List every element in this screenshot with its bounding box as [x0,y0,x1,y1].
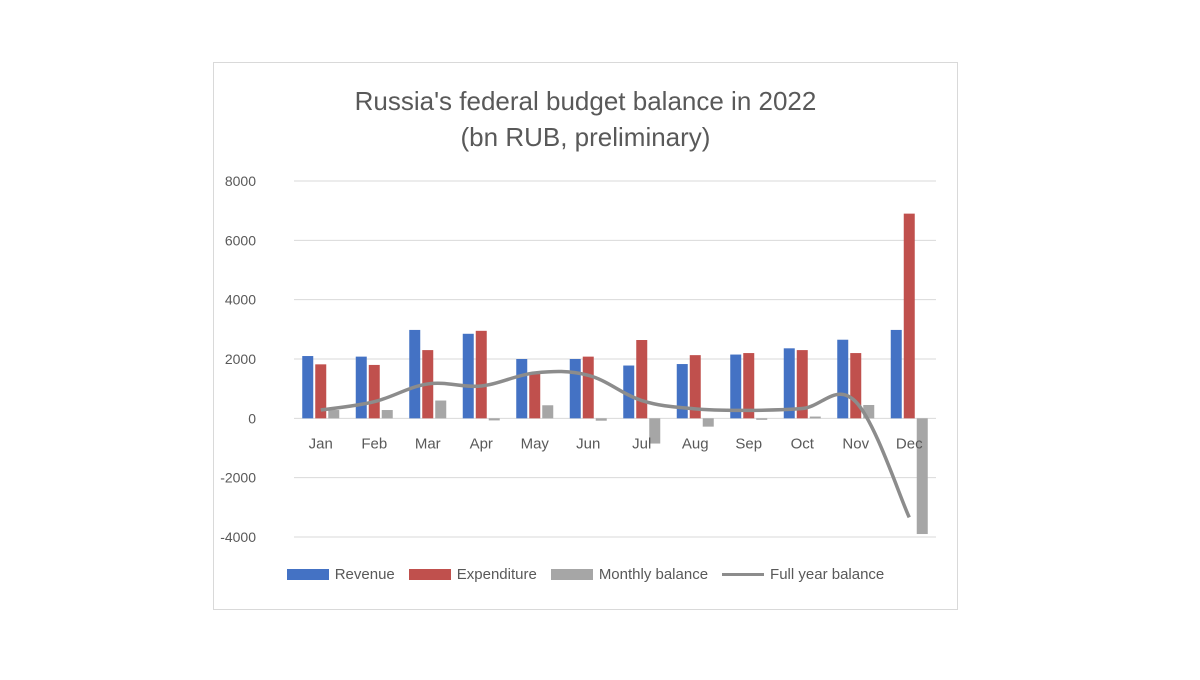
bar-revenue [516,359,528,419]
bar-monthly-balance [488,418,500,421]
bar-expenditure [743,353,755,419]
bar-revenue [783,348,795,419]
bar-expenditure [475,330,487,419]
bar-expenditure [368,364,380,419]
bar-revenue [302,356,314,419]
bar-monthly-balance [809,416,821,419]
y-tick-label: 0 [248,410,256,426]
bar-expenditure [689,355,701,419]
bar-monthly-balance [649,418,661,444]
x-tick-label: Jul [632,435,651,452]
legend-item-revenue: Revenue [286,566,395,583]
x-tick-label: Sep [735,435,762,452]
bar-expenditure [796,350,808,419]
bar-revenue [890,329,902,419]
bar-revenue [569,359,581,419]
bar-expenditure [903,213,915,419]
bar-monthly-balance [381,410,393,419]
y-tick-label: 8000 [225,173,256,189]
legend-item-expenditure: Expenditure [408,566,537,583]
legend-swatch-expenditure [408,569,451,580]
bar-expenditure [315,364,327,419]
legend-swatch-revenue [286,569,329,580]
legend-label-full-year-balance: Full year balance [770,566,885,583]
bar-revenue [676,364,688,419]
bar-monthly-balance [542,405,554,419]
series-line-full-year-balance [320,369,911,519]
y-tick-label: -2000 [220,470,256,486]
bar-monthly-balance [702,418,714,427]
bar-revenue [409,329,421,419]
x-tick-label: Apr [470,435,493,452]
bar-revenue [355,356,367,419]
legend-label-revenue: Revenue [334,566,395,583]
x-tick-label: Feb [361,435,387,452]
x-tick-label: Mar [415,435,441,452]
chart-title: Russia's federal budget balance in 2022 … [214,83,957,155]
legend: Revenue Expenditure Monthly balance Full… [214,566,957,583]
legend-label-monthly-balance: Monthly balance [598,566,709,583]
bar-expenditure [529,372,541,419]
bar-expenditure [636,340,648,419]
legend-swatch-monthly-balance [550,569,593,580]
chart-frame: Russia's federal budget balance in 2022 … [213,62,958,610]
y-tick-label: 4000 [225,292,256,308]
legend-item-full-year-balance: Full year balance [722,566,884,583]
legend-label-expenditure: Expenditure [456,566,537,583]
bar-revenue [623,365,635,419]
bar-monthly-balance [328,410,340,419]
x-tick-label: May [521,435,550,452]
bar-revenue [837,339,849,419]
legend-item-monthly-balance: Monthly balance [550,566,709,583]
x-tick-label: Aug [682,435,709,452]
y-tick-label: -4000 [220,529,256,545]
x-tick-label: Jan [309,435,333,452]
chart-subtitle: (bn RUB, preliminary) [460,122,711,152]
bar-expenditure [582,356,594,419]
bar-monthly-balance [863,404,875,419]
bar-expenditure [850,353,862,419]
y-tick-label: 6000 [225,232,256,248]
bar-monthly-balance [756,418,768,420]
bar-revenue [462,333,474,419]
bar-monthly-balance [916,418,928,535]
bar-monthly-balance [595,418,607,421]
bar-monthly-balance [435,400,447,419]
y-tick-label: 2000 [225,351,256,367]
x-tick-label: Oct [791,435,815,452]
chart-title-line1: Russia's federal budget balance in 2022 [354,86,817,116]
legend-swatch-full-year-balance [722,573,765,576]
plot-area: 8000 6000 4000 2000 0 -2000 -4000 Jan Feb Mar Apr M… [220,173,936,545]
x-tick-label: Jun [576,435,600,452]
bar-revenue [730,354,742,419]
x-tick-label: Dec [896,435,923,452]
x-tick-label: Nov [842,435,869,452]
